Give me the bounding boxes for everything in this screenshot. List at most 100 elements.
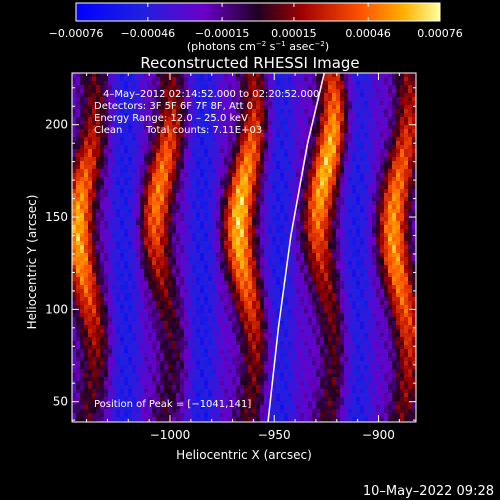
- heatmap-cell: [164, 149, 169, 154]
- heatmap-cell: [364, 181, 369, 186]
- heatmap-cell: [152, 265, 157, 270]
- heatmap-cell: [348, 269, 353, 274]
- heatmap-cell: [200, 261, 205, 266]
- heatmap-cell: [228, 197, 233, 202]
- heatmap-cell: [280, 285, 285, 290]
- heatmap-cell: [148, 145, 153, 150]
- heatmap-cell: [80, 281, 85, 286]
- heatmap-cell: [188, 217, 193, 222]
- heatmap-cell: [156, 277, 161, 282]
- heatmap-cell: [232, 149, 237, 154]
- heatmap-cell: [296, 289, 301, 294]
- heatmap-cell: [260, 225, 265, 230]
- heatmap-cell: [212, 181, 217, 186]
- heatmap-cell: [300, 89, 305, 94]
- heatmap-cell: [108, 105, 113, 110]
- heatmap-cell: [316, 121, 321, 126]
- heatmap-cell: [280, 253, 285, 258]
- heatmap-cell: [240, 93, 245, 98]
- heatmap-cell: [216, 101, 221, 106]
- heatmap-cell: [400, 281, 405, 286]
- heatmap-cell: [100, 273, 105, 278]
- heatmap-cell: [320, 221, 325, 226]
- heatmap-cell: [292, 145, 297, 150]
- heatmap-cell: [92, 89, 97, 94]
- heatmap-cell: [144, 141, 149, 146]
- heatmap-cell: [72, 265, 77, 270]
- heatmap-cell: [320, 165, 325, 170]
- heatmap-cell: [232, 225, 237, 230]
- heatmap-cell: [404, 193, 409, 198]
- heatmap-cell: [248, 297, 253, 302]
- heatmap-cell: [368, 197, 373, 202]
- heatmap-cell: [104, 157, 109, 162]
- heatmap-cell: [328, 229, 333, 234]
- heatmap-cell: [388, 277, 393, 282]
- heatmap-cell: [328, 273, 333, 278]
- heatmap-cell: [84, 197, 89, 202]
- heatmap-cell: [400, 125, 405, 130]
- heatmap-cell: [260, 125, 265, 130]
- heatmap-cell: [200, 89, 205, 94]
- heatmap-cell: [328, 237, 333, 242]
- heatmap-cell: [396, 221, 401, 226]
- heatmap-cell: [288, 137, 293, 142]
- heatmap-cell: [128, 137, 133, 142]
- heatmap-cell: [100, 201, 105, 206]
- heatmap-cell: [108, 209, 113, 214]
- heatmap-cell: [200, 169, 205, 174]
- heatmap-cell: [260, 77, 265, 82]
- heatmap-cell: [88, 181, 93, 186]
- heatmap-cell: [260, 193, 265, 198]
- heatmap-cell: [356, 233, 361, 238]
- heatmap-cell: [252, 301, 257, 306]
- heatmap-cell: [92, 225, 97, 230]
- heatmap-cell: [156, 205, 161, 210]
- heatmap-cell: [100, 229, 105, 234]
- heatmap-cell: [128, 289, 133, 294]
- heatmap-cell: [348, 145, 353, 150]
- heatmap-cell: [216, 265, 221, 270]
- heatmap-cell: [140, 261, 145, 266]
- heatmap-cell: [392, 213, 397, 218]
- heatmap-cell: [368, 269, 373, 274]
- heatmap-cell: [104, 209, 109, 214]
- heatmap-cell: [212, 249, 217, 254]
- heatmap-cell: [96, 193, 101, 198]
- heatmap-cell: [128, 161, 133, 166]
- heatmap-cell: [168, 225, 173, 230]
- heatmap-cell: [232, 89, 237, 94]
- heatmap-cell: [88, 249, 93, 254]
- heatmap-cell: [328, 301, 333, 306]
- heatmap-cell: [96, 121, 101, 126]
- heatmap-cell: [136, 85, 141, 90]
- heatmap-cell: [364, 97, 369, 102]
- heatmap-cell: [204, 153, 209, 158]
- heatmap-cell: [124, 173, 129, 178]
- heatmap-cell: [128, 229, 133, 234]
- heatmap-cell: [160, 161, 165, 166]
- heatmap-cell: [336, 97, 341, 102]
- heatmap-cell: [404, 281, 409, 286]
- heatmap-cell: [304, 153, 309, 158]
- heatmap-cell: [172, 213, 177, 218]
- heatmap-cell: [152, 237, 157, 242]
- heatmap-cell: [212, 265, 217, 270]
- heatmap-cell: [104, 161, 109, 166]
- heatmap-cell: [372, 225, 377, 230]
- heatmap-cell: [360, 257, 365, 262]
- heatmap-cell: [88, 281, 93, 286]
- heatmap-cell: [168, 181, 173, 186]
- heatmap-cell: [232, 121, 237, 126]
- heatmap-cell: [204, 289, 209, 294]
- heatmap-cell: [80, 81, 85, 86]
- heatmap-cell: [352, 273, 357, 278]
- heatmap-cell: [192, 285, 197, 290]
- heatmap-cell: [372, 137, 377, 142]
- heatmap-cell: [76, 229, 81, 234]
- heatmap-cell: [336, 297, 341, 302]
- heatmap-cell: [404, 145, 409, 150]
- heatmap-cell: [320, 113, 325, 118]
- heatmap-cell: [272, 145, 277, 150]
- heatmap-cell: [104, 229, 109, 234]
